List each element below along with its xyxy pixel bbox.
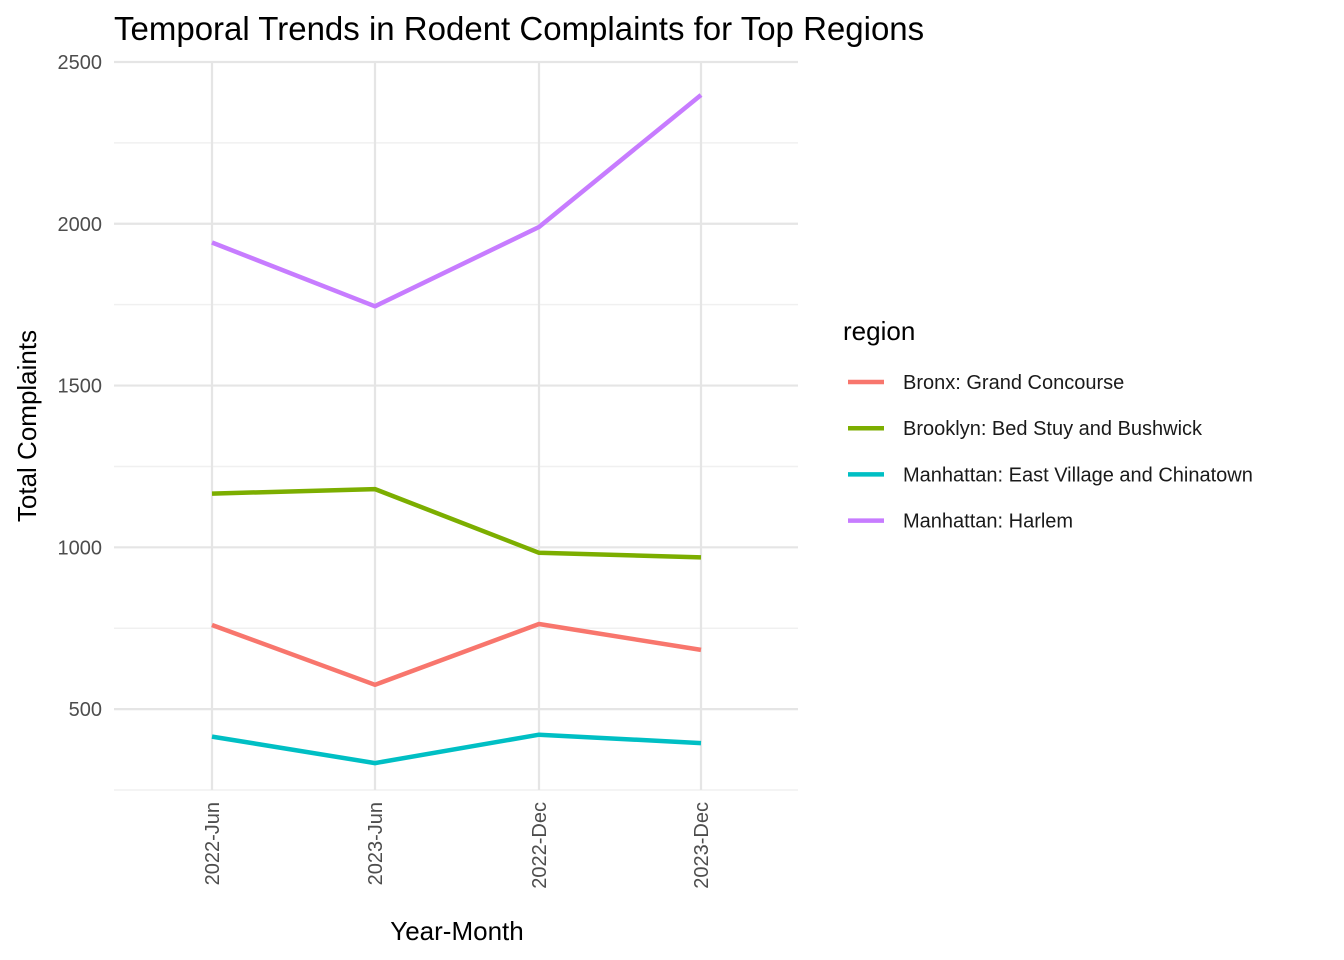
x-axis-title: Year-Month — [390, 916, 523, 946]
y-tick-label: 1000 — [58, 537, 103, 559]
series-lines — [211, 93, 703, 766]
legend-label: Bronx: Grand Concourse — [903, 372, 1124, 394]
x-tick-label: 2023-Dec — [691, 802, 713, 889]
legend-item: Manhattan: East Village and Chinatown — [848, 464, 1253, 486]
legend-label: Brooklyn: Bed Stuy and Bushwick — [903, 418, 1203, 440]
legend-item: Manhattan: Harlem — [848, 511, 1073, 533]
x-tick-label: 2023-Jun — [365, 802, 387, 885]
legend-label: Manhattan: East Village and Chinatown — [903, 464, 1253, 486]
y-tick-label: 2500 — [58, 52, 103, 74]
chart-title: Temporal Trends in Rodent Complaints for… — [114, 10, 924, 47]
series-line — [211, 732, 702, 766]
series-line — [211, 93, 703, 309]
x-tick-label: 2022-Jun — [202, 802, 224, 885]
series-line — [211, 486, 702, 560]
legend-items: Bronx: Grand Concourse Brooklyn: Bed Stuy… — [848, 372, 1253, 533]
y-tick-label: 500 — [69, 699, 102, 721]
legend-title: region — [843, 316, 915, 346]
grid — [114, 60, 798, 791]
legend-item: Bronx: Grand Concourse — [848, 372, 1124, 394]
y-tick-label: 2000 — [58, 214, 103, 236]
y-tick-label: 1500 — [58, 376, 103, 398]
legend: region Bronx: Grand Concourse Brooklyn: B… — [843, 316, 1253, 533]
legend-item: Brooklyn: Bed Stuy and Bushwick — [848, 418, 1203, 440]
y-axis-title: Total Complaints — [12, 330, 42, 522]
series-line — [211, 621, 702, 688]
y-axis-ticks: 500 1000 1500 2000 2500 — [58, 52, 103, 721]
x-axis-ticks: 2022-Jun 2023-Jun 2022-Dec 2023-Dec — [202, 802, 713, 889]
legend-label: Manhattan: Harlem — [903, 511, 1073, 533]
x-tick-label: 2022-Dec — [529, 802, 551, 889]
